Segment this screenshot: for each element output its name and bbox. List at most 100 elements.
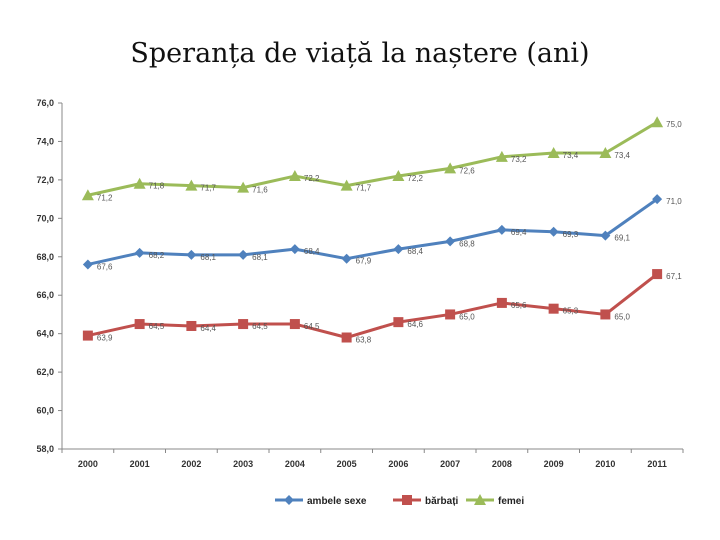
data-label-bărbați: 64,5 [252, 322, 268, 331]
data-label-ambele-sexe: 69,4 [511, 228, 527, 237]
data-label-femei: 72,6 [459, 166, 475, 175]
data-point-bărbați [652, 269, 663, 280]
y-tick-label: 62,0 [36, 367, 54, 377]
data-label-femei: 71,2 [97, 193, 113, 202]
x-tick-label: 2009 [544, 459, 564, 469]
data-point-femei [185, 179, 198, 191]
x-tick-label: 2008 [492, 459, 512, 469]
data-label-ambele-sexe: 68,2 [149, 251, 165, 260]
data-label-ambele-sexe: 71,0 [666, 197, 682, 206]
y-tick-label: 76,0 [36, 98, 54, 108]
data-point-ambele-sexe [496, 224, 507, 235]
data-point-femei [81, 189, 94, 201]
data-label-bărbați: 65,0 [614, 312, 630, 321]
data-label-femei: 72,2 [407, 174, 423, 183]
data-label-bărbați: 63,9 [97, 334, 113, 343]
data-point-femei [340, 179, 353, 191]
data-point-bărbați [289, 319, 300, 330]
data-label-femei: 71,8 [149, 182, 165, 191]
legend-label-femei: femei [498, 496, 524, 507]
data-label-bărbați: 65,6 [511, 301, 527, 310]
data-label-femei: 73,2 [511, 155, 527, 164]
data-label-ambele-sexe: 69,1 [614, 234, 630, 243]
data-point-ambele-sexe [600, 230, 611, 241]
data-label-femei: 73,4 [614, 151, 630, 160]
data-point-bărbați [134, 319, 145, 330]
y-tick-label: 74,0 [36, 136, 54, 146]
series-line-bărbați [87, 272, 659, 340]
data-label-bărbați: 64,4 [200, 324, 216, 333]
data-label-femei: 73,4 [563, 151, 579, 160]
data-point-ambele-sexe [341, 253, 352, 264]
data-point-bărbați [238, 319, 249, 330]
data-label-bărbați: 65,3 [563, 307, 579, 316]
data-point-femei [133, 177, 146, 189]
data-point-ambele-sexe [134, 247, 145, 258]
data-point-femei [392, 170, 405, 182]
data-point-bărbați [600, 309, 611, 320]
data-point-ambele-sexe [289, 244, 300, 255]
x-tick-label: 2006 [388, 459, 408, 469]
x-tick-label: 2010 [595, 459, 615, 469]
legend-label-ambele-sexe: ambele sexe [307, 496, 367, 507]
data-label-ambele-sexe: 69,3 [563, 230, 579, 239]
data-point-bărbați [82, 330, 93, 341]
data-label-ambele-sexe: 68,4 [304, 247, 320, 256]
data-label-ambele-sexe: 68,1 [252, 253, 268, 262]
data-point-ambele-sexe [652, 194, 663, 205]
data-point-ambele-sexe [82, 259, 93, 270]
data-point-ambele-sexe [445, 236, 456, 247]
y-tick-label: 72,0 [36, 175, 54, 185]
y-tick-label: 66,0 [36, 290, 54, 300]
data-point-femei [599, 146, 612, 158]
data-point-bărbați [341, 332, 352, 343]
data-label-ambele-sexe: 68,8 [459, 239, 475, 248]
data-label-ambele-sexe: 67,9 [356, 257, 372, 266]
data-point-femei [444, 162, 457, 174]
y-tick-label: 58,0 [36, 444, 54, 454]
x-tick-label: 2001 [130, 459, 150, 469]
data-point-femei [651, 116, 664, 128]
x-tick-label: 2003 [233, 459, 253, 469]
x-tick-label: 2005 [337, 459, 357, 469]
legend-label-bărbați: bărbați [425, 496, 459, 507]
data-point-bărbați [548, 303, 559, 314]
y-tick-label: 70,0 [36, 213, 54, 223]
series-line-femei [87, 120, 658, 197]
data-label-bărbați: 67,1 [666, 272, 682, 281]
y-tick-label: 60,0 [36, 406, 54, 416]
data-label-femei: 75,0 [666, 120, 682, 129]
data-point-ambele-sexe [238, 249, 249, 260]
chart-title: Speranța de viață la naștere (ani) [130, 38, 590, 69]
y-tick-label: 68,0 [36, 252, 54, 262]
x-tick-label: 2004 [285, 459, 305, 469]
data-label-ambele-sexe: 68,1 [200, 253, 216, 262]
x-tick-label: 2011 [647, 459, 667, 469]
data-point-femei [495, 150, 508, 162]
data-label-bărbați: 63,8 [356, 336, 372, 345]
data-label-femei: 72,2 [304, 174, 320, 183]
data-point-ambele-sexe [186, 249, 197, 260]
legend-marker-femei [474, 494, 486, 505]
data-label-ambele-sexe: 67,6 [97, 262, 113, 271]
data-point-bărbați [496, 297, 507, 308]
y-tick-label: 64,0 [36, 329, 54, 339]
data-point-femei [547, 146, 560, 158]
data-label-ambele-sexe: 68,4 [407, 247, 423, 256]
data-label-femei: 71,6 [252, 186, 268, 195]
data-label-femei: 71,7 [356, 184, 372, 193]
data-point-bărbați [186, 320, 197, 331]
data-point-femei [288, 170, 301, 182]
data-point-bărbați [393, 317, 404, 328]
data-label-femei: 71,7 [200, 184, 216, 193]
legend-marker-bărbați [402, 495, 412, 505]
x-tick-label: 2007 [440, 459, 460, 469]
x-tick-label: 2000 [78, 459, 98, 469]
data-label-bărbați: 65,0 [459, 312, 475, 321]
data-label-bărbați: 64,5 [149, 322, 165, 331]
data-label-bărbați: 64,5 [304, 322, 320, 331]
x-tick-label: 2002 [181, 459, 201, 469]
series-line-ambele-sexe [87, 197, 658, 266]
legend-marker-ambele-sexe [284, 495, 294, 505]
